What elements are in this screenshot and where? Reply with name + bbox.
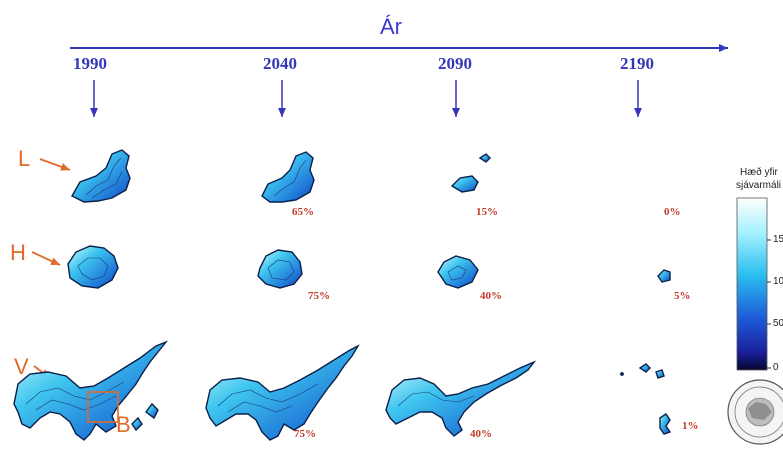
glacier-h-2090 [437,255,479,289]
legend-title-line1: Hæð yfir [740,167,778,178]
university-seal [727,379,783,445]
percent-l-2090: 15% [476,206,498,218]
percent-l-2040: 65% [292,206,314,218]
percent-h-2090: 40% [480,290,502,302]
glacier-label-l: L [18,146,31,171]
legend-colorbar [736,197,768,371]
glacier-l-2040 [261,151,315,203]
axis-title: Ár [380,14,402,39]
year-1990: 1990 [73,54,107,73]
year-2190: 2190 [620,54,654,73]
year-2040: 2040 [263,54,297,73]
region-b-label: B [116,412,131,437]
percent-h-2190: 5% [674,290,691,302]
percent-v-2090: 40% [470,428,492,440]
glacier-l-1990 [71,149,131,203]
legend-tick-1000: 1000 [773,276,783,287]
glacier-v-2040 [205,344,360,441]
glacier-v-2090 [385,360,537,437]
glacier-v-2190 [620,363,672,435]
legend-tick-500: 500 [773,318,783,329]
glacier-h-2040 [257,249,303,289]
glacier-h-2190 [657,269,671,283]
percent-v-2190: 1% [682,420,699,432]
glacier-v-1990 [13,340,169,441]
glacier-label-v: V [14,354,29,379]
arrow-l [39,158,71,171]
percent-h-2040: 75% [308,290,330,302]
percent-l-2190: 0% [664,206,681,218]
glacier-label-h: H [10,240,26,265]
region-b-box [87,391,119,423]
legend-title: Hæð yfir sjávarmáli (m) [736,166,783,192]
percent-v-2040: 75% [294,428,316,440]
legend-tick-0: 0 [773,362,779,373]
glacier-l-2090 [450,153,491,193]
arrow-h [31,251,61,266]
glacier-h-1990 [67,245,119,289]
year-2090: 2090 [438,54,472,73]
legend-tick-1500: 1500 [773,234,783,245]
legend-title-line2: sjávarmáli (m) [736,180,783,191]
